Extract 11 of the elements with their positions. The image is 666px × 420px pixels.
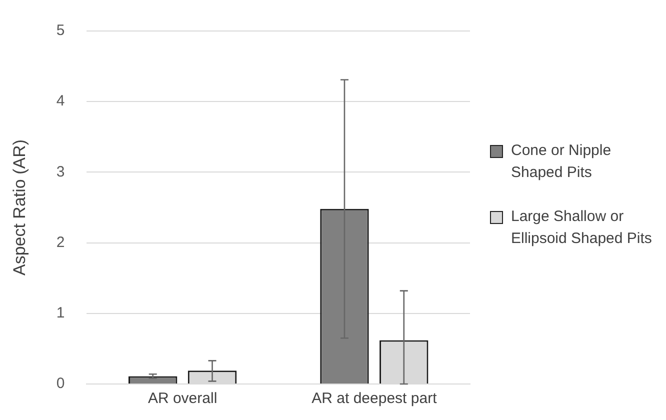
- legend-label: Cone or Nipple Shaped Pits: [511, 141, 612, 183]
- y-axis-title: Aspect Ratio (AR): [10, 139, 29, 276]
- y-tick-label: 5: [56, 22, 65, 40]
- x-tick-label: AR overall: [148, 390, 218, 408]
- y-tick-label: 4: [56, 92, 65, 110]
- y-tick-label: 0: [56, 375, 65, 392]
- y-tick-label: 3: [56, 163, 65, 180]
- y-tick-label: 1: [56, 304, 65, 322]
- x-tick-label: AR at deepest part: [312, 390, 438, 408]
- legend-label: Large Shallow or Ellipsoid Shaped Pits: [511, 207, 653, 249]
- y-tick-label: 2: [56, 234, 65, 251]
